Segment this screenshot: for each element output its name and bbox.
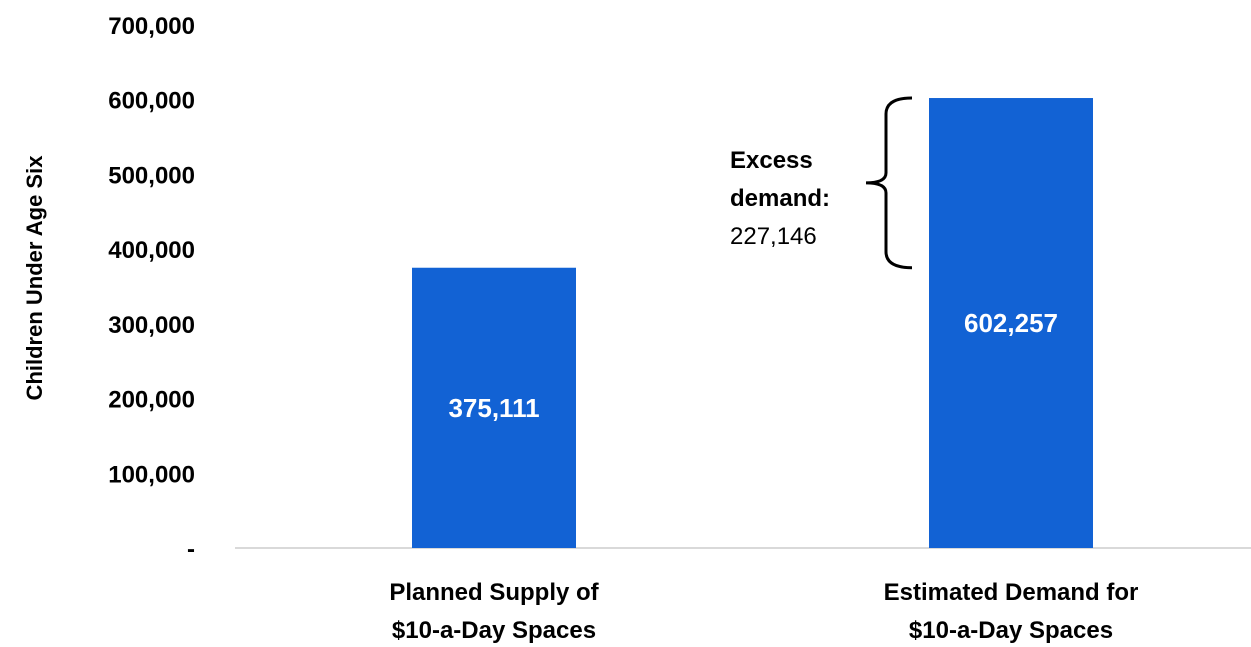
y-tick-label: 200,000 <box>108 387 195 414</box>
bars: 375,111 602,257 <box>412 98 1093 548</box>
y-tick-label: 300,000 <box>108 312 195 339</box>
y-tick-label: 700,000 <box>108 13 195 40</box>
y-tick-label: 600,000 <box>108 88 195 115</box>
y-tick-label: - <box>187 536 195 563</box>
bar-data-label: 602,257 <box>964 308 1058 338</box>
bar <box>412 267 576 548</box>
y-tick-label: 500,000 <box>108 162 195 189</box>
y-tick-label: 400,000 <box>108 237 195 264</box>
annotation-line1: Excess <box>730 147 813 174</box>
bar <box>929 98 1093 548</box>
x-axis-category-labels: Planned Supply of $10-a-Day Spaces Estimat… <box>389 579 1138 644</box>
annotation-value: 227,146 <box>730 223 817 250</box>
x-category-label: $10-a-Day Spaces <box>392 617 596 644</box>
bar-data-label: 375,111 <box>448 393 539 423</box>
excess-demand-brace <box>865 96 913 270</box>
y-tick-label: 100,000 <box>108 461 195 488</box>
annotation-line2: demand: <box>730 185 830 212</box>
x-category-label: Planned Supply of <box>389 579 599 606</box>
excess-demand-annotation: Excess demand: 227,146 <box>730 96 913 270</box>
y-axis-ticks: - 100,000 200,000 300,000 400,000 500,000 600,… <box>108 13 195 563</box>
x-category-label: $10-a-Day Spaces <box>909 617 1113 644</box>
x-category-label: Estimated Demand for <box>884 579 1139 606</box>
y-axis-label: Children Under Age Six <box>22 155 47 401</box>
